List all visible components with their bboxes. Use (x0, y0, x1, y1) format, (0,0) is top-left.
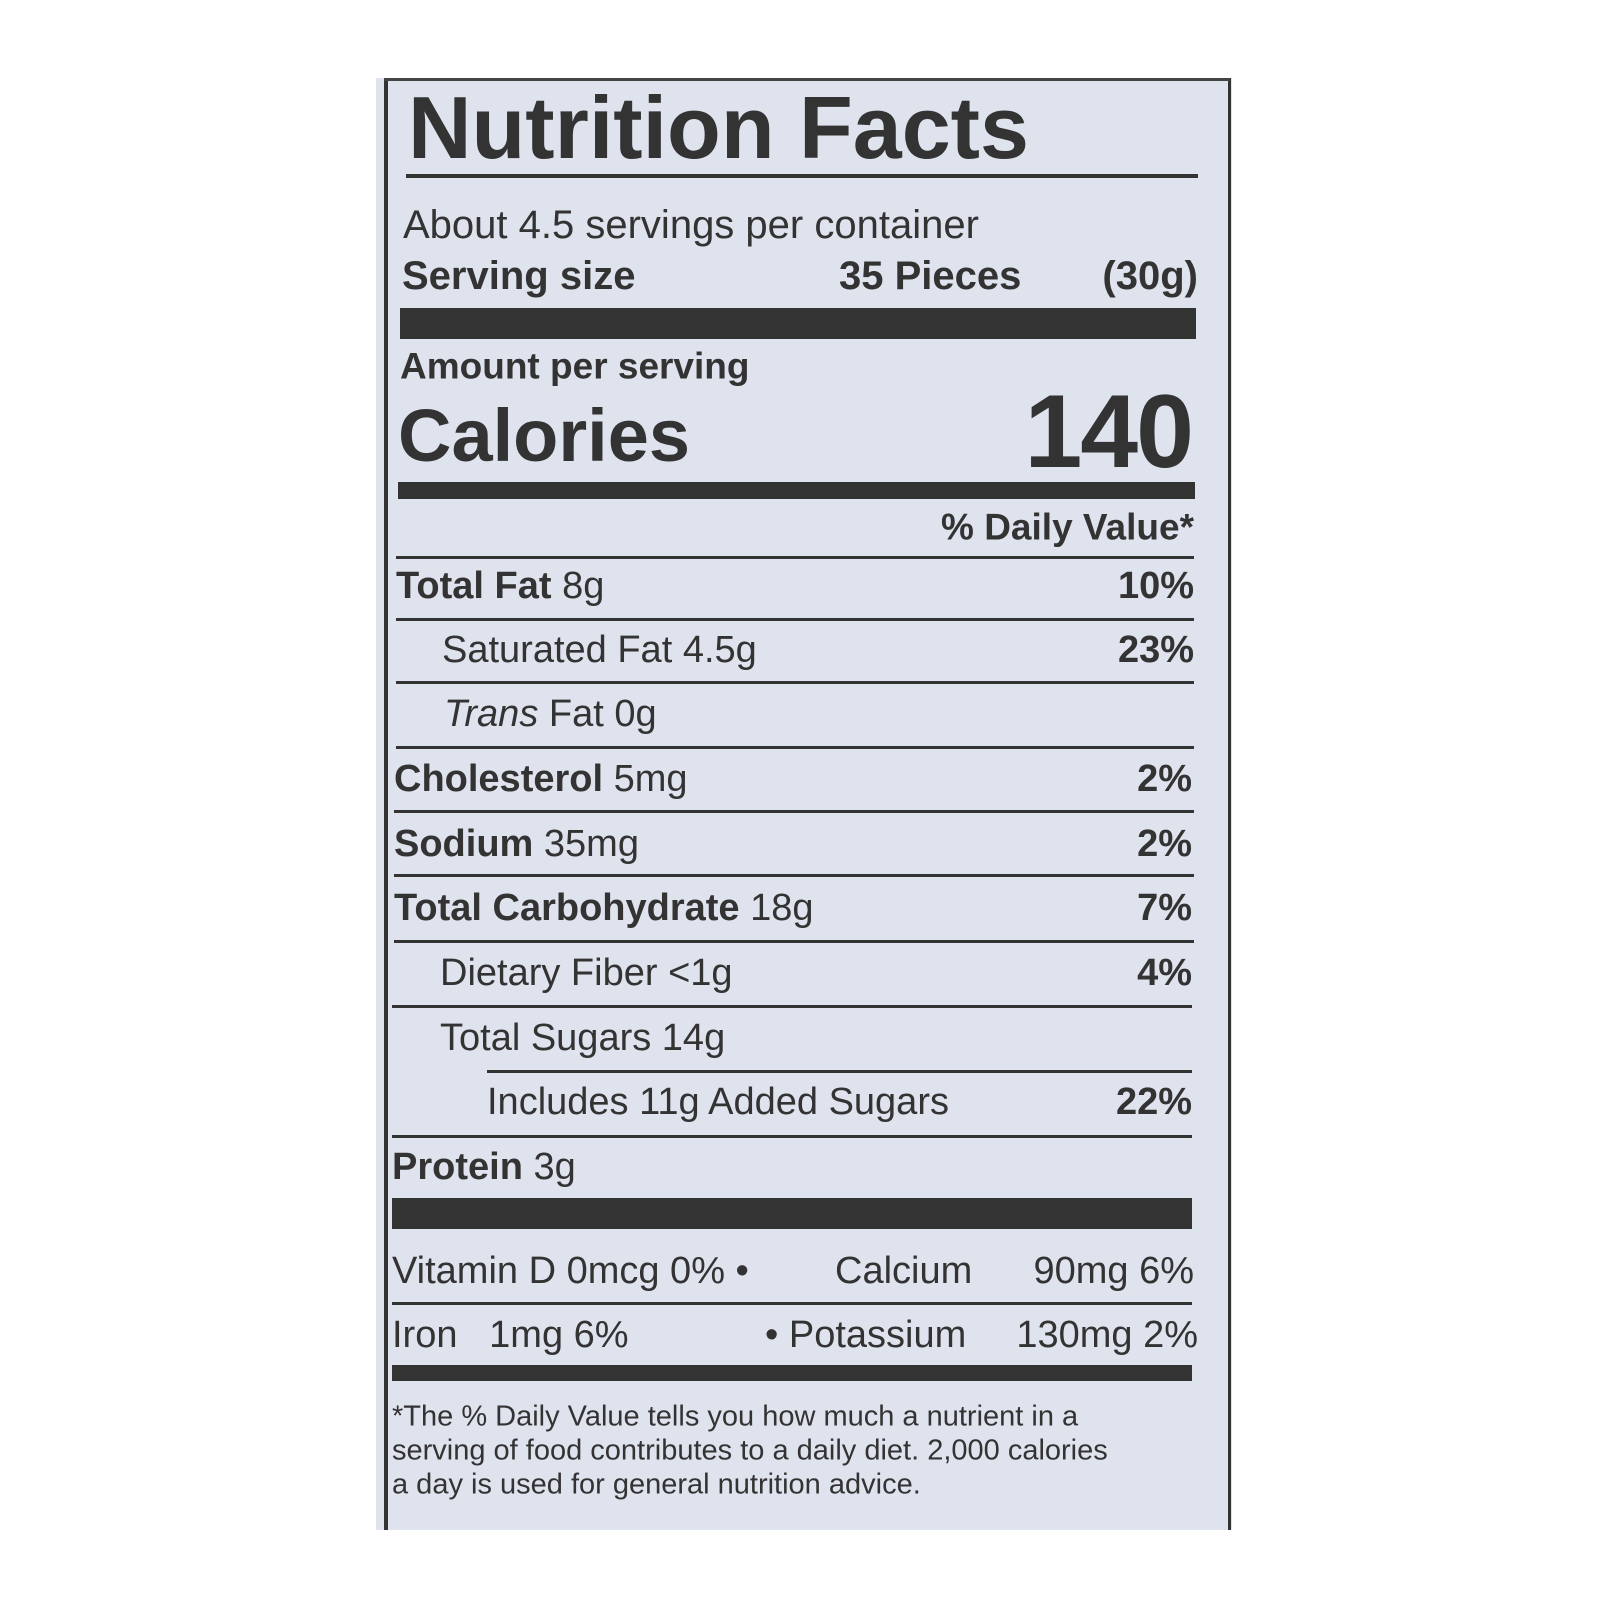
thick-bar-calories (398, 482, 1195, 499)
potassium-value: 130mg 2% (1016, 1314, 1198, 1356)
nutrient-row-dietary-fiber: Dietary Fiber <1g 4% (394, 948, 1192, 998)
nutrient-name: Cholesterol (394, 757, 604, 800)
nutrient-name: Includes 11g Added Sugars (487, 1080, 949, 1123)
serving-size-label: Serving size (402, 254, 636, 298)
nutrient-name: Total Carbohydrate (394, 886, 740, 929)
nutrient-row-total-fat: Total Fat 8g 10% (396, 561, 1194, 611)
rule (487, 1070, 1192, 1073)
calories-label: Calories (398, 394, 691, 477)
daily-value-header: % Daily Value* (941, 506, 1194, 548)
nutrient-dv: 22% (1115, 1080, 1192, 1123)
left-border (384, 78, 388, 1530)
calcium-value: 90mg 6% (1033, 1250, 1194, 1292)
rule (394, 874, 1194, 877)
nutrient-amount: 4.5g (682, 628, 757, 671)
nutrient-row-saturated-fat: Saturated Fat 4.5g 23% (396, 625, 1194, 675)
footnote-line: *The % Daily Value tells you how much a … (392, 1400, 1079, 1433)
nutrient-name: Total Sugars (440, 1016, 652, 1059)
nutrient-row-cholesterol: Cholesterol 5mg 2% (394, 754, 1192, 804)
nutrient-dv: 4% (1137, 951, 1192, 994)
serving-size-pieces: 35 Pieces (839, 254, 1022, 298)
label-title: Nutrition Facts (408, 78, 1029, 177)
footnote-line: a day is used for general nutrition advi… (392, 1468, 921, 1501)
top-border (384, 78, 1230, 81)
rule (394, 810, 1194, 813)
nutrient-row-protein: Protein 3g (392, 1142, 1190, 1192)
nutrient-amount: 18g (750, 886, 814, 929)
calcium-label: Calcium (835, 1250, 973, 1292)
nutrient-name: Saturated Fat (442, 628, 673, 671)
potassium-label: • Potassium (765, 1314, 967, 1356)
calories-value: 140 (1024, 374, 1194, 490)
rule (396, 618, 1194, 621)
thick-bar-protein (392, 1198, 1192, 1229)
servings-per-container: About 4.5 servings per container (403, 203, 979, 247)
nutrient-row-added-sugars: Includes 11g Added Sugars 22% (394, 1077, 1192, 1127)
iron: Iron 1mg 6% (392, 1314, 629, 1356)
nutrient-amount: 3g (533, 1145, 576, 1188)
nutrient-dv: 7% (1137, 886, 1192, 929)
rule (394, 940, 1194, 943)
nutrient-amount: 0g (614, 692, 657, 735)
thick-bar-serving (400, 308, 1196, 339)
rule (392, 1302, 1192, 1305)
rule (396, 681, 1194, 684)
thick-bar-micros (392, 1365, 1192, 1381)
vitamin-d: Vitamin D 0mcg 0% • (392, 1250, 749, 1292)
nutrient-name: Protein (392, 1145, 523, 1188)
nutrient-dv: 10% (1117, 564, 1194, 607)
nutrient-name: Total Fat (396, 564, 552, 607)
amount-per-serving: Amount per serving (400, 345, 750, 387)
footnote-line: serving of food contributes to a daily d… (392, 1434, 1108, 1467)
nutrient-amount: 14g (661, 1016, 726, 1059)
nutrient-amount: 35mg (543, 822, 639, 865)
title-rule (406, 174, 1198, 178)
nutrient-row-trans-fat: Trans Fat 0g (396, 689, 1194, 739)
nutrient-row-total-sugars: Total Sugars 14g (394, 1013, 1192, 1063)
nutrient-amount: <1g (668, 951, 733, 994)
nutrient-dv: 23% (1117, 628, 1194, 671)
nutrient-row-total-carbohydrate: Total Carbohydrate 18g 7% (394, 883, 1192, 933)
nutrient-dv: 2% (1137, 822, 1192, 865)
nutrient-name-italic: Trans (444, 692, 539, 735)
serving-size-grams: (30g) (1102, 254, 1198, 298)
nutrient-dv: 2% (1137, 757, 1192, 800)
nutrient-amount: 8g (562, 564, 605, 607)
rule (396, 556, 1194, 559)
nutrient-name: Dietary Fiber (440, 951, 658, 994)
rule (392, 1005, 1192, 1008)
right-border (1228, 78, 1231, 1530)
nutrient-row-sodium: Sodium 35mg 2% (394, 819, 1192, 869)
nutrient-name: Sodium (394, 822, 534, 865)
rule (392, 1135, 1192, 1138)
rule (396, 746, 1194, 749)
nutrient-amount: 5mg (613, 757, 688, 800)
nutrient-name: Fat (538, 692, 604, 735)
